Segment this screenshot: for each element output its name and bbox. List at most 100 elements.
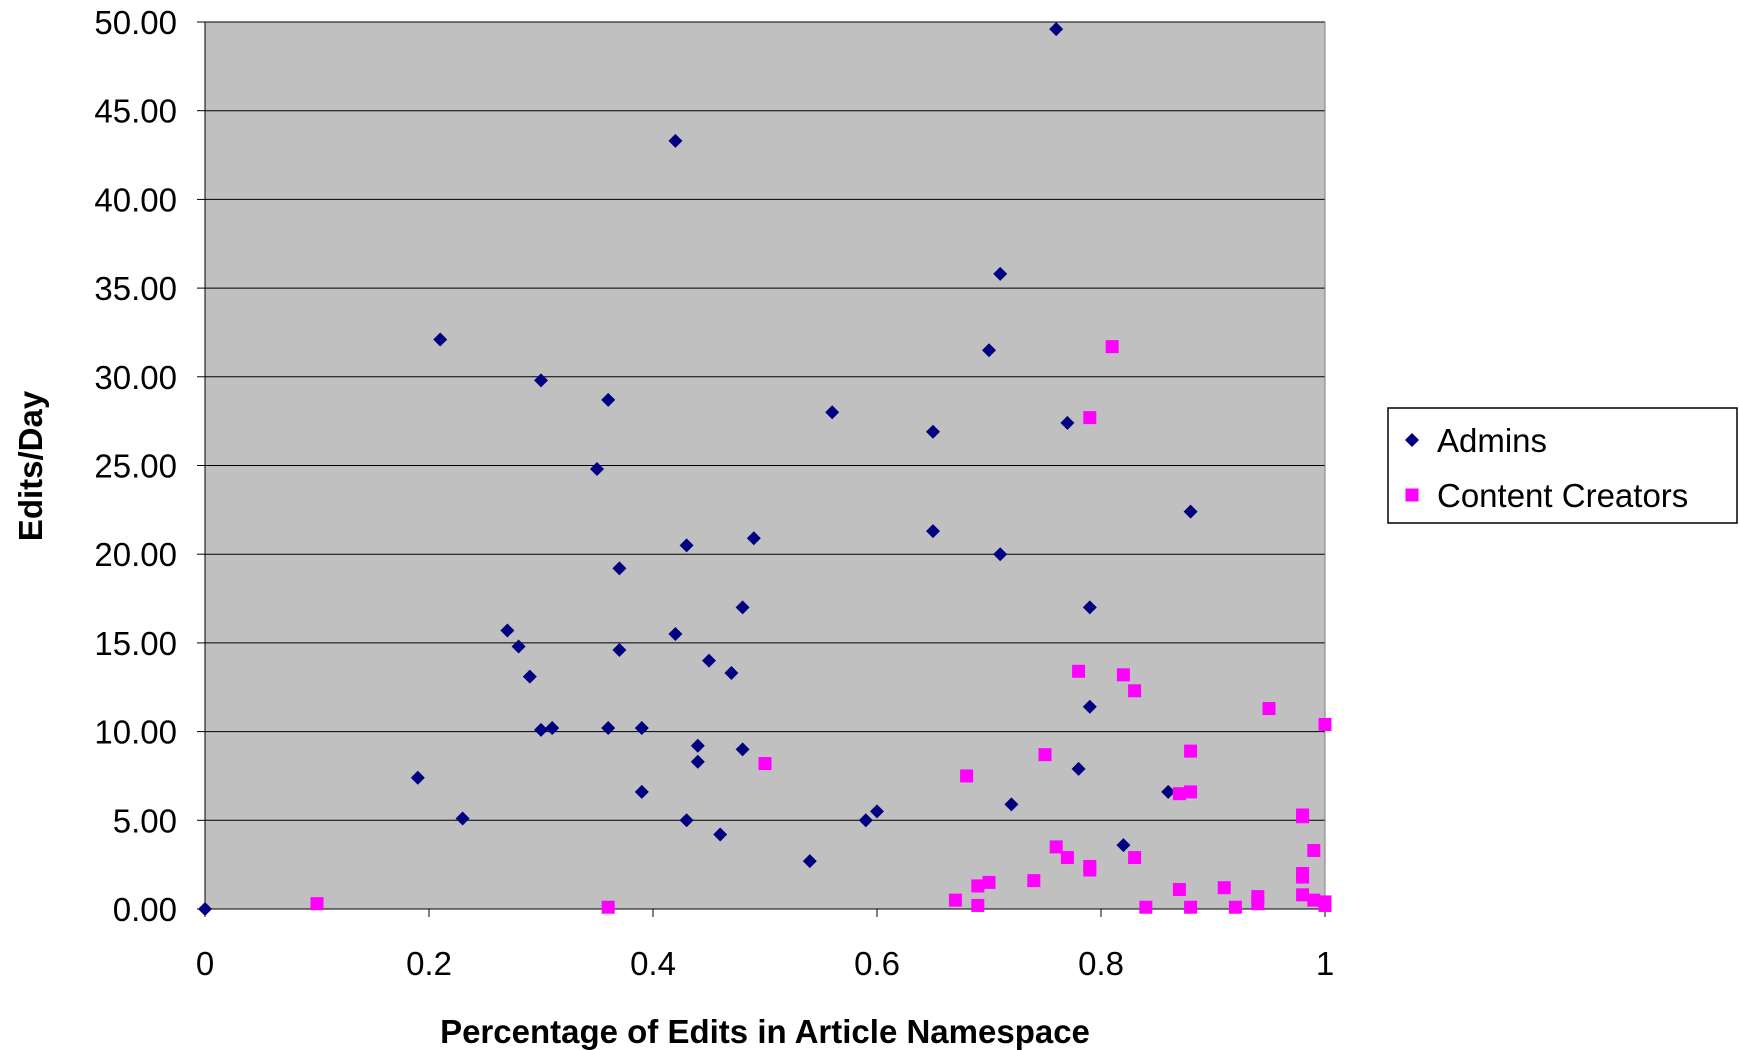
admins-point [1004,797,1019,812]
content-creators-point [1307,843,1321,857]
y-tick-label: 40.00 [94,181,177,218]
content-creators-point [1083,411,1097,425]
y-tick-label: 0.00 [113,891,177,928]
y-tick-label: 20.00 [94,536,177,573]
y-tick-label: 15.00 [94,625,177,662]
content-creators-point [601,900,615,914]
x-tick-label: 0.4 [630,945,676,982]
admins-point [825,405,840,420]
content-creators-point [982,875,996,889]
gridlines [197,21,1326,910]
admins-point [926,424,940,439]
x-tick-label: 0.6 [854,945,900,982]
admins-point [198,902,212,916]
content-creators-point [1296,867,1310,881]
admins-point [1071,761,1086,776]
y-tick-label: 10.00 [94,714,177,751]
admins-point [702,653,716,668]
admins-point [668,627,683,642]
content-creators-point [1172,787,1186,801]
y-axis-ticks: 0.00 5.00 10.00 15.00 20.00 25.00 30.00 35.00 40… [94,4,177,928]
content-creators-point [1172,882,1186,896]
x-tick-label: 0 [196,945,214,982]
content-creators-point [1128,684,1142,698]
legend-label: Content Creators [1437,477,1688,514]
y-tick-label: 45.00 [94,93,177,130]
content-creators-point [971,879,985,893]
y-tick-label: 50.00 [94,4,177,41]
admins-point [534,373,548,388]
admins-point [870,804,884,819]
admins-point [1161,784,1176,799]
admins-point [679,813,694,828]
admins-point [601,392,616,407]
admins-point [1049,22,1064,37]
y-axis-title: Edits/Day [12,390,49,541]
admins-point [1183,504,1198,519]
admins-point [1082,699,1097,714]
y-tick-label: 5.00 [113,802,177,839]
admins-point [1116,838,1131,853]
admins-point [690,754,705,769]
content-creators-point [1116,668,1130,682]
admins-point [612,642,627,657]
content-creators-point [758,757,772,771]
admins-point [746,531,761,546]
content-creators-point [1296,808,1310,822]
legend-label: Admins [1437,422,1547,459]
content-creators-point [1184,744,1198,758]
content-creators-point [1296,888,1310,902]
content-creators-point [1318,895,1332,909]
data-points [198,22,1332,916]
y-tick-label: 30.00 [94,359,177,396]
y-tick-label: 35.00 [94,270,177,307]
admins-point [511,639,526,654]
admins-point [601,721,616,736]
content-creators-point [948,893,962,907]
admins-point [634,784,649,799]
content-creators-point [1105,340,1119,354]
content-creators-point [1217,881,1231,895]
content-creators-point [1049,840,1063,854]
content-creators-point [1318,718,1332,732]
content-creators-point [1228,900,1242,914]
admins-point [668,133,683,148]
content-creators-point [1072,664,1086,678]
admins-point [522,669,537,684]
x-tick-label: 0.2 [406,945,452,982]
admins-point [926,524,940,539]
admins-point [982,343,996,358]
legend-marker [1405,433,1419,447]
admins-point [545,721,560,736]
legend-marker [1405,488,1419,502]
admins-point [612,561,627,576]
content-creators-point [1184,785,1198,799]
admins-point [1082,600,1097,615]
content-creators-point [1027,874,1041,888]
admins-point [735,600,750,615]
content-creators-point [1262,702,1276,716]
content-creators-point [1184,900,1198,914]
y-tick-label: 25.00 [94,448,177,485]
admins-point [1060,415,1075,430]
admins-point [735,742,750,757]
admins-point [455,811,470,826]
admins-point [590,462,604,477]
content-creators-point [971,898,985,912]
admins-point [500,623,515,638]
admins-point [993,547,1008,562]
x-tick-label: 0.8 [1078,945,1124,982]
legend: Admins Content Creators [1387,407,1738,524]
admins-point [713,827,728,842]
content-creators-point [1139,900,1153,914]
content-creators-point [1060,851,1074,865]
admins-point [724,666,739,681]
admins-point [679,538,694,553]
content-creators-point [1083,859,1097,873]
x-axis-ticks: 0 0.2 0.4 0.6 0.8 1 [196,909,1334,982]
content-creators-point [1128,851,1142,865]
admins-point [993,266,1008,281]
content-creators-point [1038,748,1052,762]
admins-point [802,854,817,869]
